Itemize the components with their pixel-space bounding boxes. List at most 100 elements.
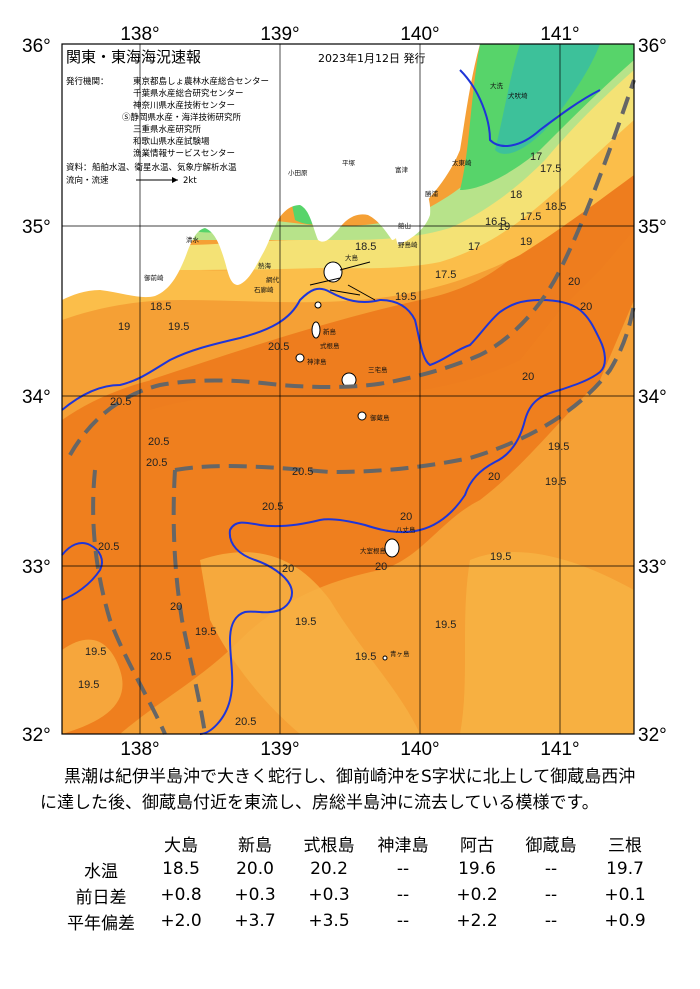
place-label: 新島: [323, 327, 337, 336]
place-label: 平塚: [342, 158, 356, 167]
issuer-label: 発行機関：: [66, 76, 109, 87]
place-label: 清水: [186, 235, 200, 244]
row-label: 平年偏差: [67, 913, 135, 934]
lat-label: 32°: [638, 725, 667, 746]
contour-label: 20.5: [262, 501, 283, 513]
column-header: 阿古: [460, 835, 494, 856]
contour-label: 19: [498, 221, 510, 233]
contour-label: 20: [282, 563, 294, 575]
column-header: 式根島: [303, 835, 355, 856]
issued-date: 2023年1月12日 発行: [318, 51, 426, 65]
table-cell: +0.1: [604, 885, 646, 905]
contour-label: 20: [522, 371, 534, 383]
lat-label: 32°: [22, 725, 51, 746]
table-cell: ‐‐: [396, 859, 410, 879]
place-label: 御前崎: [144, 273, 164, 282]
place-label: 大室根島: [360, 546, 387, 555]
lat-label: 35°: [22, 217, 51, 238]
issuer: 三重県水産研究所: [133, 124, 202, 135]
place-label: 青ヶ島: [390, 649, 410, 658]
issuer-list: 東京都島しょ農林水産総合センター 千葉県水産総合研究センター 神奈川県水産技術セ…: [122, 76, 269, 159]
sea-temperature-map: 138° 139° 140° 141° 138° 139° 140° 141° …: [22, 24, 667, 760]
column-header: 三根: [608, 835, 642, 856]
column-header: 御蔵島: [525, 835, 577, 856]
contour-label: 19.5: [355, 651, 376, 663]
place-label: 富津: [395, 165, 409, 174]
contour-label: 19.5: [168, 321, 189, 333]
table-cell: +2.2: [456, 911, 498, 931]
table-cell: +3.5: [308, 911, 350, 931]
summary-line: 黒潮は紀伊半島沖で大きく蛇行し、御前崎沖をS字状に北上して御蔵島西沖: [64, 767, 636, 787]
issuer: Ⓢ静岡県水産・海洋技術研究所: [122, 112, 242, 123]
contour-label: 20: [400, 511, 412, 523]
contour-label: 19.5: [295, 616, 316, 628]
lon-label: 139°: [260, 739, 299, 760]
place-label: 神津島: [307, 357, 327, 366]
place-label: 御蔵島: [370, 413, 390, 422]
lon-label: 141°: [540, 24, 579, 45]
issuer: 千葉県水産総合研究センター: [133, 88, 244, 99]
contour-label: 20.5: [110, 396, 131, 408]
longitude-labels-bottom: 138° 139° 140° 141°: [120, 739, 579, 760]
lon-label: 140°: [400, 24, 439, 45]
flow-label: 流向・流速: [66, 175, 109, 186]
lon-label: 139°: [260, 24, 299, 45]
column-header: 大島: [164, 835, 198, 856]
place-label: 三宅島: [368, 365, 388, 374]
issuer: 神奈川県水産技術センター: [133, 100, 235, 111]
contour-label: 18: [510, 189, 522, 201]
table-cell: ‐‐: [544, 911, 558, 931]
table-cell: 20.0: [236, 859, 274, 879]
contour-label: 19: [520, 236, 532, 248]
contour-label: 20.5: [292, 466, 313, 478]
place-label: 熱海: [258, 261, 272, 270]
flow-scale: 2kt: [183, 176, 197, 186]
place-label: 館山: [398, 221, 411, 230]
column-header: 新島: [238, 835, 272, 856]
table-cell: ‐‐: [396, 885, 410, 905]
lat-label: 33°: [638, 557, 667, 578]
contour-label: 20: [375, 561, 387, 573]
issuer-name: 静岡県水産・海洋技術研究所: [131, 112, 242, 123]
contour-label: 19.5: [548, 441, 569, 453]
table-row: 前日差 +0.8 +0.3 +0.3 ‐‐ +0.2 ‐‐ +0.1: [58, 882, 662, 908]
table-cell: 20.2: [310, 859, 348, 879]
contour-label: 19.5: [78, 679, 99, 691]
contour-label: 19.5: [85, 646, 106, 658]
contour-label: 19: [118, 321, 130, 333]
place-labels: 大島 新島 式根島 神津島 三宅島 御蔵島 八丈島 大室根島 青ヶ島 平塚 富津…: [144, 81, 528, 658]
contour-label: 16.5: [485, 216, 506, 228]
map-title: 関東・東海海況速報: [66, 48, 201, 66]
contour-label: 17: [530, 151, 542, 163]
table-cell: 19.7: [606, 859, 644, 879]
table-cell: +2.0: [160, 911, 202, 931]
contour-label: 20.5: [268, 341, 289, 353]
contour-labels: 16.5 17 17.5 18 18.5 19 19.5 20 20.5 19.…: [78, 151, 592, 728]
table-cell: 18.5: [162, 859, 200, 879]
contour-label: 18.5: [355, 241, 376, 253]
place-label: 大島: [345, 253, 359, 262]
table-cell: +0.3: [234, 885, 276, 905]
place-label: 野島崎: [398, 240, 418, 249]
contour-label: 20.5: [235, 716, 256, 728]
contour-label: 17.5: [540, 163, 561, 175]
lon-label: 138°: [120, 739, 159, 760]
station-temperature-table: 大島 新島 式根島 神津島 阿古 御蔵島 三根 水温 18.5 20.0 20.…: [58, 830, 662, 934]
contour-label: 20.5: [148, 436, 169, 448]
contour-label: 17.5: [435, 269, 456, 281]
contour-label: 19.5: [545, 476, 566, 488]
contour-label: 17.5: [520, 211, 541, 223]
lat-label: 34°: [22, 387, 51, 408]
contour-label: 20: [170, 601, 182, 613]
table-cell: ‐‐: [544, 885, 558, 905]
place-label: 勝浦: [425, 189, 439, 198]
table-cell: ‐‐: [544, 859, 558, 879]
contour-label: 20.5: [146, 457, 167, 469]
place-label: 式根島: [320, 341, 340, 350]
contour-label: 19.5: [435, 619, 456, 631]
contour-label: 18.5: [545, 201, 566, 213]
place-label: 犬吠埼: [508, 91, 528, 100]
table-cell: +0.8: [160, 885, 202, 905]
issuer: 漁業情報サービスセンター: [133, 148, 235, 159]
lat-label: 34°: [638, 387, 667, 408]
